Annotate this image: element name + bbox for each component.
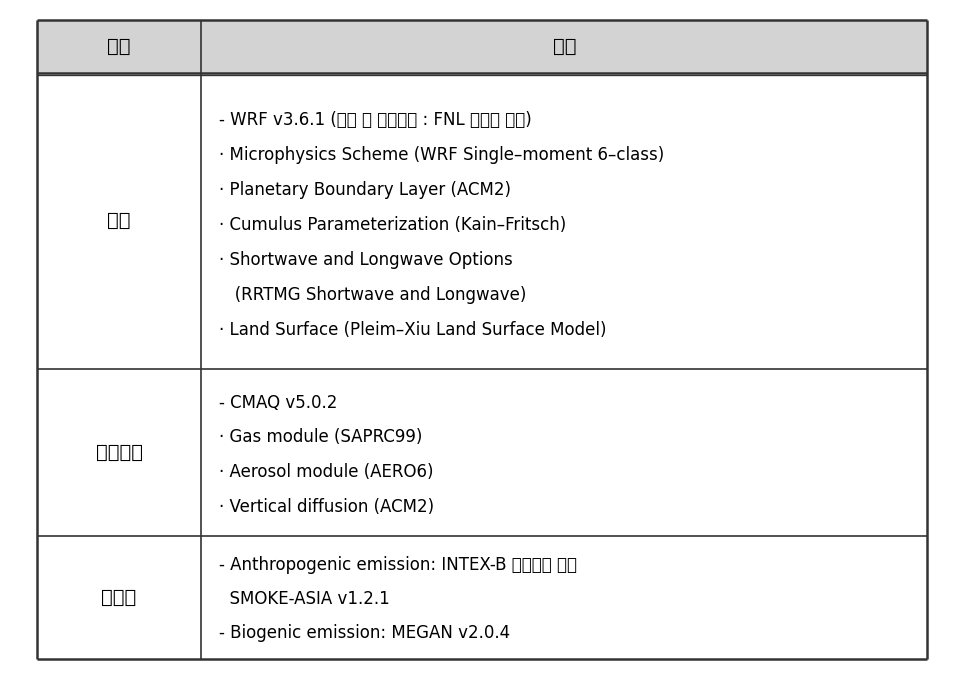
Text: · Shortwave and Longwave Options: · Shortwave and Longwave Options — [219, 251, 513, 269]
Bar — [201, 369, 927, 536]
Text: · Gas module (SAPRC99): · Gas module (SAPRC99) — [219, 428, 422, 446]
Text: SMOKE-ASIA v1.2.1: SMOKE-ASIA v1.2.1 — [219, 590, 389, 608]
Text: · Vertical diffusion (ACM2): · Vertical diffusion (ACM2) — [219, 498, 434, 515]
Text: 모델: 모델 — [107, 37, 131, 56]
Bar — [201, 20, 927, 73]
Text: - Biogenic emission: MEGAN v2.0.4: - Biogenic emission: MEGAN v2.0.4 — [219, 624, 510, 642]
Bar — [37, 536, 201, 659]
Bar — [201, 73, 927, 369]
Text: - CMAQ v5.0.2: - CMAQ v5.0.2 — [219, 394, 337, 411]
Text: · Microphysics Scheme (WRF Single–moment 6–class): · Microphysics Scheme (WRF Single–moment… — [219, 146, 664, 164]
Text: - WRF v3.6.1 (초기 및 경계조건 : FNL 재분석 자료): - WRF v3.6.1 (초기 및 경계조건 : FNL 재분석 자료) — [219, 111, 531, 129]
Text: · Aerosol module (AERO6): · Aerosol module (AERO6) — [219, 463, 433, 481]
Text: 기상: 기상 — [107, 211, 131, 230]
Bar — [37, 20, 201, 73]
Bar — [37, 369, 201, 536]
Text: · Land Surface (Pleim–Xiu Land Surface Model): · Land Surface (Pleim–Xiu Land Surface M… — [219, 321, 606, 340]
Text: (RRTMG Shortwave and Longwave): (RRTMG Shortwave and Longwave) — [219, 287, 526, 304]
Text: · Cumulus Parameterization (Kain–Fritsch): · Cumulus Parameterization (Kain–Fritsch… — [219, 216, 566, 234]
Text: - Anthropogenic emission: INTEX-B 인벤토리 기반: - Anthropogenic emission: INTEX-B 인벤토리 기… — [219, 556, 576, 574]
Bar — [201, 536, 927, 659]
Text: 화학수송: 화학수송 — [95, 443, 143, 462]
Bar — [37, 73, 201, 369]
Text: · Planetary Boundary Layer (ACM2): · Planetary Boundary Layer (ACM2) — [219, 181, 511, 199]
Text: 내용: 내용 — [552, 37, 576, 56]
Text: 배출량: 배출량 — [101, 587, 137, 606]
